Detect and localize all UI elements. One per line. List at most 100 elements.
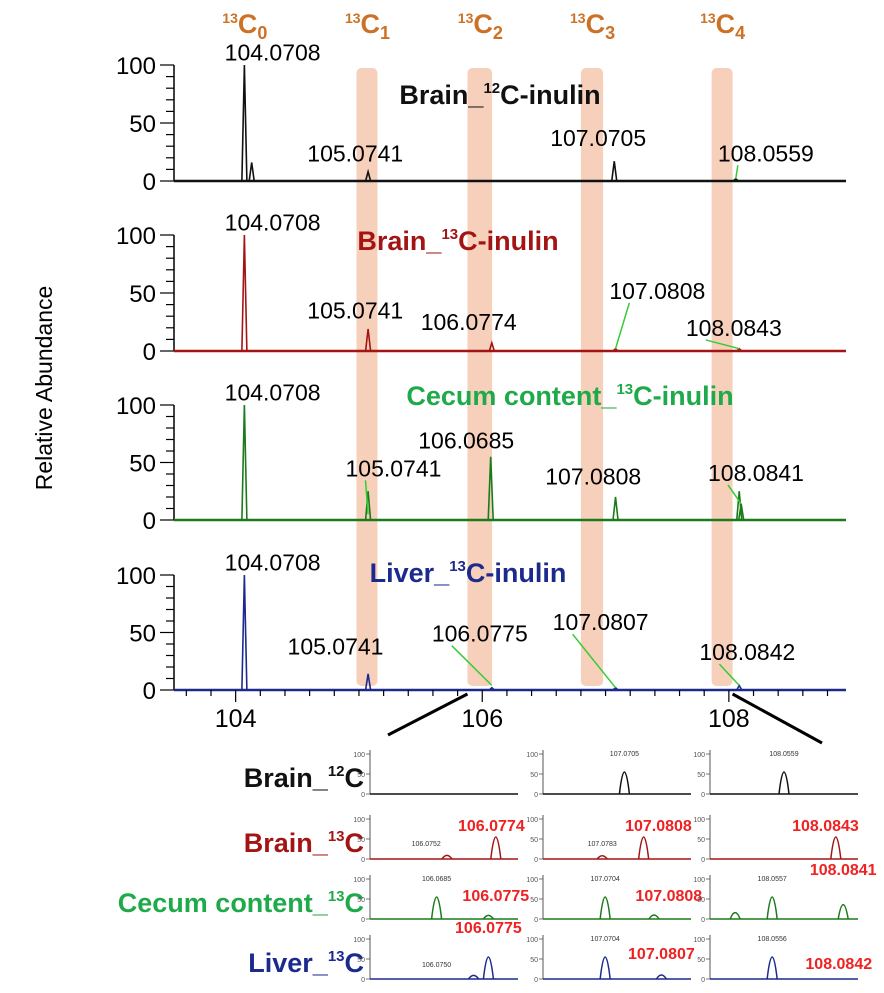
inset-y-tick-label: 50 [697, 897, 705, 904]
y-tick-label: 50 [129, 111, 156, 138]
iso-base: C [473, 9, 493, 39]
inset-y-tick-label: 100 [526, 817, 538, 824]
inset-mz-label: 107.0808 [635, 888, 702, 905]
inset-small-label: 106.0750 [422, 962, 451, 969]
peak-leader-line [718, 663, 740, 686]
inset-y-tick-label: 50 [697, 772, 705, 779]
inset-y-tick-label: 50 [357, 957, 365, 964]
inset-small-label: 107.0704 [591, 876, 620, 883]
peak-mz-label: 108.0559 [718, 140, 814, 166]
inset-mz-label: 106.0775 [462, 888, 529, 905]
y-tick-label: 0 [143, 339, 156, 366]
inset-mz-label: 108.0842 [805, 956, 872, 973]
spectrum-peak [364, 168, 372, 182]
y-tick-label: 50 [129, 451, 156, 478]
peak-leader-line [451, 645, 493, 686]
peak-mz-label: 106.0774 [421, 309, 517, 335]
peak-mz-label: 108.0843 [686, 315, 782, 341]
peak-mz-label: 105.0741 [307, 140, 403, 166]
row-label-sup: 12 [328, 763, 345, 780]
spectrum-peak [736, 347, 743, 352]
inset-y-tick-label: 100 [526, 937, 538, 944]
spectrum-peak [241, 64, 248, 182]
inset-peak [830, 836, 842, 860]
peak-mz-label: 104.0708 [225, 209, 321, 235]
inset-peak [490, 836, 502, 860]
panel-title-post: C-inulin [633, 381, 733, 411]
inset-peak [596, 855, 608, 860]
inset-y-tick-label: 0 [701, 977, 705, 984]
inset-y-tick-label: 100 [693, 937, 705, 944]
peak-leader-line [572, 633, 617, 689]
inset-y-tick-label: 50 [530, 897, 538, 904]
inset-mz-label: 108.0843 [792, 818, 859, 835]
inset-mz-label: 106.0774 [458, 818, 525, 835]
iso-base: C [586, 9, 606, 39]
inset-y-tick-label: 50 [357, 772, 365, 779]
panel-title: Brain_12C-inulin [399, 80, 600, 110]
spectrum-peak [241, 404, 248, 521]
isotope-label-0: 13C0 [222, 9, 267, 43]
inset-y-tick-label: 50 [530, 772, 538, 779]
peak-mz-label: 104.0708 [225, 39, 321, 65]
highlight-band-1 [467, 68, 493, 686]
inset-mz-label: 106.0775 [455, 920, 522, 937]
spectrum-peak [488, 340, 496, 352]
x-tick-label: 108 [708, 705, 750, 733]
inset-peak [599, 896, 611, 920]
panel-title-sup: 13 [616, 381, 633, 398]
iso-base: C [238, 9, 258, 39]
spectrum-peak [241, 234, 248, 352]
inset-y-tick-label: 0 [534, 977, 538, 984]
panel-title-pre: Cecum content_ [406, 381, 617, 411]
y-tick-label: 100 [116, 393, 156, 420]
inset-y-tick-label: 0 [534, 917, 538, 924]
inset-peak [482, 956, 495, 980]
inset-y-tick-label: 0 [701, 917, 705, 924]
spectrum-peak [364, 491, 372, 521]
inset-small-label: 106.0685 [422, 876, 451, 883]
y-tick-label: 0 [143, 678, 156, 705]
panel-title-sup: 13 [449, 558, 466, 575]
inset-peak [766, 956, 778, 980]
isotope-label-4: 13C4 [700, 9, 745, 43]
inset-peak [778, 771, 790, 795]
isotope-label-1: 13C1 [345, 9, 390, 43]
panel-title-post: C-inulin [466, 558, 566, 588]
y-tick-label: 100 [116, 223, 156, 250]
iso-sup: 13 [570, 10, 586, 26]
iso-sup: 13 [458, 10, 474, 26]
isotope-label-3: 13C3 [570, 9, 615, 43]
inset-mz-label: 108.0841 [810, 862, 877, 879]
inset-y-tick-label: 50 [530, 957, 538, 964]
inset-y-tick-label: 50 [357, 837, 365, 844]
highlight-band-3 [711, 68, 733, 686]
inset-peak [482, 914, 495, 920]
y-tick-label: 0 [143, 169, 156, 196]
y-tick-label: 50 [129, 621, 156, 648]
inset-y-tick-label: 50 [357, 897, 365, 904]
spectrum-peak [364, 328, 372, 352]
row-label-pre: Brain_ [244, 763, 329, 793]
spectrum-peak [241, 574, 248, 691]
peak-mz-label: 106.0685 [418, 428, 514, 454]
peak-leader-line [705, 339, 740, 350]
inset-mz-label: 107.0807 [628, 946, 695, 963]
peak-leader-line [727, 484, 742, 505]
y-axis-title: Relative Abundance [31, 286, 57, 491]
peak-mz-label: 106.0775 [432, 621, 528, 647]
peak-mz-label: 108.0841 [708, 460, 804, 486]
iso-sub: 0 [257, 23, 267, 43]
inset-y-tick-label: 50 [697, 957, 705, 964]
x-tick-label: 106 [461, 705, 503, 733]
spectrum-peak [736, 683, 743, 691]
inset-peak [729, 911, 741, 920]
inset-y-tick-label: 100 [526, 752, 538, 759]
inset-y-tick-label: 0 [361, 792, 365, 799]
inset-small-label: 108.0559 [769, 751, 798, 758]
y-tick-label: 100 [116, 53, 156, 80]
panel-title: Cecum content_13C-inulin [406, 381, 733, 411]
isotope-label-2: 13C2 [458, 9, 503, 43]
inset-peak [599, 956, 611, 980]
